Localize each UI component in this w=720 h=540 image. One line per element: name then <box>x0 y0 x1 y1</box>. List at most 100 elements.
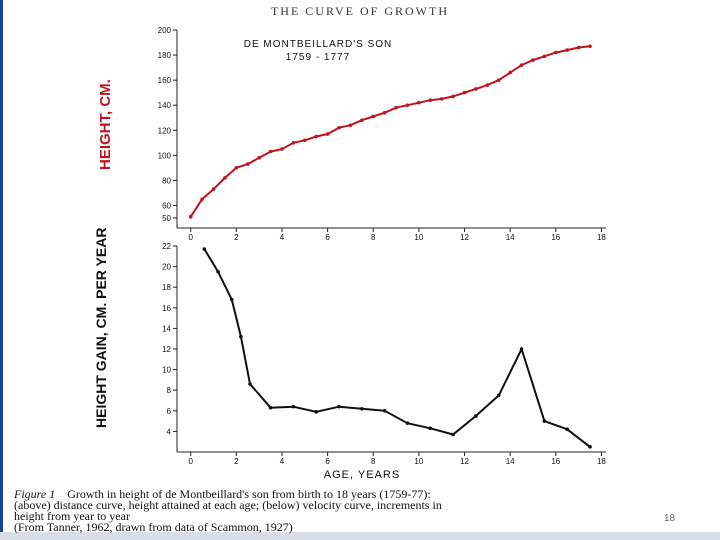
caption-line2: (above) distance curve, height attained … <box>14 498 442 512</box>
dist-data-point <box>542 54 547 59</box>
dist-x-tick-label: 14 <box>506 233 515 242</box>
vel-y-tick-label: 8 <box>167 386 172 395</box>
dist-data-point <box>223 176 227 180</box>
vel-data-point <box>382 409 387 413</box>
vel-data-point <box>337 404 341 409</box>
dist-data-point <box>451 94 455 99</box>
dist-data-point <box>417 100 421 105</box>
distance-y-axis-label: HEIGHT, CM. <box>97 79 114 170</box>
vel-y-tick-label: 14 <box>162 324 171 333</box>
vel-data-point <box>428 426 433 431</box>
dist-data-point <box>257 156 261 160</box>
dist-data-point <box>211 187 216 191</box>
vel-data-point <box>496 393 501 398</box>
dist-y-tick-label: 180 <box>158 51 172 60</box>
dist-y-tick-label: 200 <box>158 26 172 35</box>
dist-x-tick-label: 2 <box>234 233 239 242</box>
vel-data-point <box>268 405 273 410</box>
dist-data-point <box>474 87 478 91</box>
dist-data-point <box>553 50 558 55</box>
dist-data-point <box>337 125 341 130</box>
vel-x-tick-label: 2 <box>234 457 239 466</box>
dist-data-point <box>439 97 444 101</box>
dist-data-point <box>234 166 239 170</box>
distance-series-line <box>189 45 591 218</box>
dist-x-tick-label: 16 <box>551 233 560 242</box>
vel-data-point <box>588 445 592 449</box>
dist-data-point <box>188 214 193 219</box>
vel-data-point <box>202 247 207 251</box>
caption-line3: height from year to year <box>14 509 130 523</box>
vel-x-tick-label: 10 <box>414 457 423 466</box>
vel-y-tick-label: 16 <box>162 304 171 313</box>
dist-data-point <box>394 105 398 110</box>
vel-x-tick-label: 6 <box>325 457 330 466</box>
vel-x-tick-label: 18 <box>597 457 606 466</box>
dist-data-point <box>565 48 570 52</box>
dist-x-tick-label: 18 <box>597 233 606 242</box>
vel-data-point <box>216 269 220 274</box>
dist-data-point <box>508 70 512 75</box>
dist-data-point <box>496 78 501 82</box>
caption-line4: (From Tanner, 1962, drawn from data of S… <box>14 520 293 534</box>
figure-caption: Figure 1 Growth in height of de Montbeil… <box>14 487 714 534</box>
dist-data-point <box>485 83 490 87</box>
vel-y-tick-label: 6 <box>167 407 172 416</box>
vel-y-tick-label: 20 <box>162 263 171 272</box>
caption-figure-label: Figure 1 <box>14 487 56 501</box>
distance-y-ticks: 50 60 80 100 120 140 160 180 200 <box>158 26 177 223</box>
dist-x-tick-label: 0 <box>188 233 193 242</box>
dist-x-tick-label: 10 <box>414 233 423 242</box>
distance-chart: 50 60 80 100 120 140 160 180 200 0 2 4 6 8 10 12 14 16 18… <box>97 26 606 242</box>
dist-data-point <box>291 140 296 145</box>
dist-data-point <box>531 58 535 62</box>
dist-data-point <box>348 123 353 128</box>
vel-data-point <box>451 432 455 437</box>
distance-series-points <box>188 44 592 219</box>
vel-data-point <box>291 404 296 409</box>
vel-data-point <box>314 410 318 414</box>
velocity-series-line <box>203 248 591 448</box>
dist-x-tick-label: 8 <box>371 233 376 242</box>
vel-data-point <box>405 421 410 425</box>
vel-x-tick-label: 0 <box>188 457 193 466</box>
distance-x-ticks: 0 2 4 6 8 10 12 14 16 18 <box>188 228 606 242</box>
dist-data-point <box>382 110 387 115</box>
vel-x-tick-label: 4 <box>280 457 285 466</box>
top-title: THE CURVE OF GROWTH <box>270 4 450 18</box>
dist-data-point <box>245 162 250 166</box>
page-number: 18 <box>664 513 676 524</box>
distance-subtitle-line2: 1759 - 1777 <box>286 52 350 63</box>
slide-frame-bottom <box>0 532 720 540</box>
dist-data-point <box>200 197 204 201</box>
vel-data-point <box>474 414 478 418</box>
dist-data-point <box>360 118 364 123</box>
vel-x-tick-label: 12 <box>460 457 469 466</box>
caption-line1: Growth in height of de Montbeillard's so… <box>67 487 431 501</box>
vel-data-point <box>229 297 234 302</box>
vel-data-point <box>239 334 243 339</box>
dist-data-point <box>302 138 307 143</box>
velocity-x-ticks: 0 2 4 6 8 10 12 14 16 18 <box>188 452 606 466</box>
dist-x-tick-label: 6 <box>325 233 330 242</box>
vel-x-tick-label: 8 <box>371 457 376 466</box>
velocity-y-axis-label: HEIGHT GAIN, CM. PER YEAR <box>93 228 109 428</box>
velocity-series-points <box>202 247 592 449</box>
dist-x-tick-label: 12 <box>460 233 469 242</box>
vel-y-tick-label: 18 <box>162 283 171 292</box>
vel-data-point <box>248 382 252 386</box>
distance-subtitle-line1: DE MONTBEILLARD'S SON <box>244 39 393 50</box>
dist-y-tick-label: 120 <box>158 126 172 135</box>
dist-data-point <box>462 90 467 95</box>
dist-data-point <box>428 98 433 102</box>
vel-x-tick-label: 14 <box>506 457 515 466</box>
dist-y-tick-label: 80 <box>162 176 171 185</box>
dist-data-point <box>280 147 284 151</box>
dist-y-tick-label: 60 <box>162 201 171 210</box>
vel-y-tick-label: 22 <box>162 242 171 251</box>
vel-y-tick-label: 12 <box>162 345 171 354</box>
vel-data-point <box>360 406 364 411</box>
vel-x-tick-label: 16 <box>551 457 560 466</box>
